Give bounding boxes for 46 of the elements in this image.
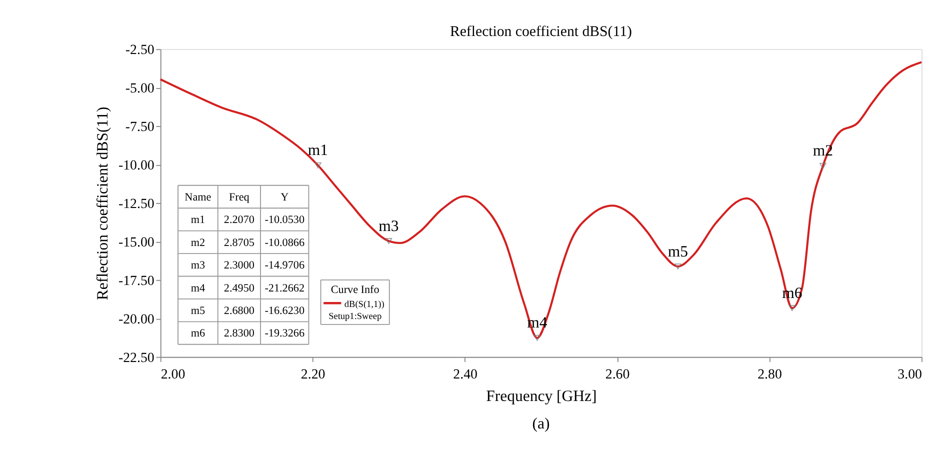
annotation: 2.2070	[224, 214, 255, 226]
y-tick-label: -7.50	[125, 120, 154, 136]
annotation: m3	[378, 218, 399, 235]
x-axis-title: Frequency [GHz]	[486, 388, 597, 405]
y-tick-label: -17.50	[118, 274, 154, 290]
annotation: 2.8705	[224, 236, 255, 249]
y-tick-label: -10.00	[118, 158, 154, 174]
annotation: Freq	[229, 191, 250, 204]
annotation: 2.4950	[224, 282, 255, 294]
y-tick-label: -12.50	[118, 197, 154, 212]
y-tick-label: -20.00	[118, 312, 154, 328]
annotation: m2	[190, 236, 206, 249]
x-tick-label: 3.00	[898, 368, 922, 383]
annotation: m5	[668, 243, 688, 260]
annotation: -16.6230	[264, 305, 305, 318]
annotation: -19.3266	[264, 328, 305, 340]
annotation: m5	[190, 305, 206, 318]
y-tick-label: -15.00	[118, 236, 154, 251]
x-tick-label: 2.80	[758, 368, 782, 383]
text: (a)	[532, 415, 550, 432]
annotation: Y	[280, 191, 289, 204]
annotation: -14.9706	[264, 260, 305, 272]
annotation: m6	[190, 328, 206, 340]
annotation: 2.3000	[224, 260, 255, 272]
y-axis-title: Reflection coefficient dBS(11)	[94, 106, 112, 300]
annotation: Name	[184, 191, 212, 204]
annotation: -21.2662	[264, 282, 305, 294]
annotation: m1	[308, 142, 328, 160]
y-tick-label: -2.50	[125, 43, 154, 58]
legend-title: Curve Info	[330, 284, 380, 296]
x-tick-label: 2.00	[160, 368, 186, 383]
annotation: 2.8300	[224, 328, 255, 340]
x-tick-label: 2.20	[300, 368, 326, 383]
annotation: m3	[190, 260, 206, 272]
annotation: Setup1:Sweep	[328, 312, 382, 322]
chart-title: Reflection coefficient dBS(11)	[450, 24, 632, 40]
x-tick-label: 2.60	[605, 368, 630, 383]
x-tick-label: 2.40	[453, 368, 478, 383]
annotation: -10.0530	[264, 214, 305, 226]
annotation: -10.0866	[264, 236, 305, 249]
y-tick-label: -5.00	[125, 82, 154, 97]
legend-label: dB(S(1,1))	[344, 300, 384, 310]
y-tick-label: -22.50	[118, 351, 154, 366]
annotation: m4	[190, 282, 206, 294]
annotation: 2.6800	[224, 305, 255, 318]
annotation: m1	[190, 214, 206, 226]
